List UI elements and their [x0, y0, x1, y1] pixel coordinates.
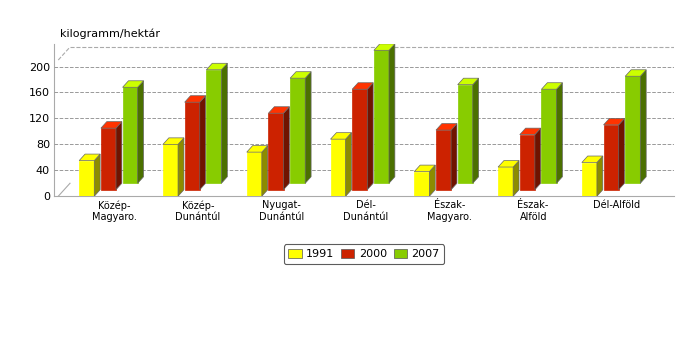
Bar	[414, 171, 429, 196]
Bar	[582, 162, 597, 196]
Polygon shape	[346, 133, 351, 196]
Bar	[542, 89, 557, 183]
Polygon shape	[79, 154, 100, 160]
Bar	[625, 76, 640, 183]
Bar	[520, 135, 535, 190]
Polygon shape	[625, 70, 646, 76]
Polygon shape	[542, 83, 562, 89]
Bar	[79, 160, 94, 196]
Bar	[290, 78, 305, 183]
Polygon shape	[262, 146, 268, 196]
Polygon shape	[116, 122, 122, 190]
Polygon shape	[414, 165, 435, 171]
Bar	[331, 139, 346, 196]
Bar	[123, 87, 138, 183]
Polygon shape	[284, 107, 289, 190]
Bar	[457, 85, 473, 183]
Bar	[185, 102, 200, 190]
Legend: 1991, 2000, 2007: 1991, 2000, 2007	[284, 245, 444, 264]
Polygon shape	[451, 124, 457, 190]
Polygon shape	[367, 83, 373, 190]
Polygon shape	[178, 138, 184, 196]
Polygon shape	[582, 156, 603, 162]
Bar	[436, 130, 451, 190]
Bar	[352, 89, 367, 190]
Bar	[247, 152, 262, 196]
Polygon shape	[269, 107, 289, 113]
Polygon shape	[221, 63, 227, 183]
Polygon shape	[374, 44, 395, 50]
Polygon shape	[436, 124, 457, 130]
Polygon shape	[389, 44, 395, 183]
Bar	[604, 125, 619, 190]
Polygon shape	[619, 118, 624, 190]
Polygon shape	[305, 72, 311, 183]
Polygon shape	[185, 96, 205, 102]
Polygon shape	[331, 133, 351, 139]
Bar	[101, 128, 116, 190]
Bar	[374, 50, 389, 183]
Polygon shape	[535, 128, 541, 190]
Polygon shape	[101, 122, 122, 128]
Bar	[163, 144, 178, 196]
Text: kilogramm/hektár: kilogramm/hektár	[60, 29, 161, 39]
Polygon shape	[207, 63, 227, 70]
Polygon shape	[94, 154, 100, 196]
Polygon shape	[247, 146, 268, 152]
Polygon shape	[123, 81, 143, 87]
Polygon shape	[457, 78, 479, 85]
Polygon shape	[513, 160, 519, 196]
Polygon shape	[290, 72, 311, 78]
Polygon shape	[200, 96, 205, 190]
Polygon shape	[473, 78, 479, 183]
Bar	[269, 113, 284, 190]
Polygon shape	[352, 83, 373, 89]
Polygon shape	[597, 156, 603, 196]
Bar	[207, 70, 221, 183]
Polygon shape	[520, 128, 541, 135]
Polygon shape	[557, 83, 562, 183]
Polygon shape	[138, 81, 143, 183]
Polygon shape	[498, 160, 519, 167]
Bar	[498, 167, 513, 196]
Polygon shape	[163, 138, 184, 144]
Polygon shape	[640, 70, 646, 183]
Polygon shape	[604, 118, 624, 125]
Polygon shape	[429, 165, 435, 196]
